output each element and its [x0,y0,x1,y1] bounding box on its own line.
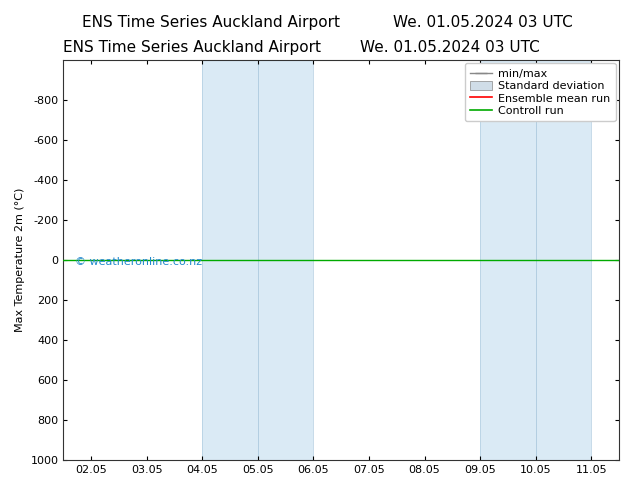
Text: ENS Time Series Auckland Airport        We. 01.05.2024 03 UTC: ENS Time Series Auckland Airport We. 01.… [63,40,540,54]
Bar [536,60,592,460]
Text: ENS Time Series Auckland Airport: ENS Time Series Auckland Airport [82,15,340,30]
Y-axis label: Max Temperature 2m (°C): Max Temperature 2m (°C) [15,188,25,332]
Legend: min/max, Standard deviation, Ensemble mean run, Controll run: min/max, Standard deviation, Ensemble me… [465,63,616,122]
Bar [258,60,313,460]
Text: We. 01.05.2024 03 UTC: We. 01.05.2024 03 UTC [393,15,573,30]
Bar [480,60,536,460]
Text: © weatheronline.co.nz: © weatheronline.co.nz [75,257,202,267]
Bar [202,60,258,460]
